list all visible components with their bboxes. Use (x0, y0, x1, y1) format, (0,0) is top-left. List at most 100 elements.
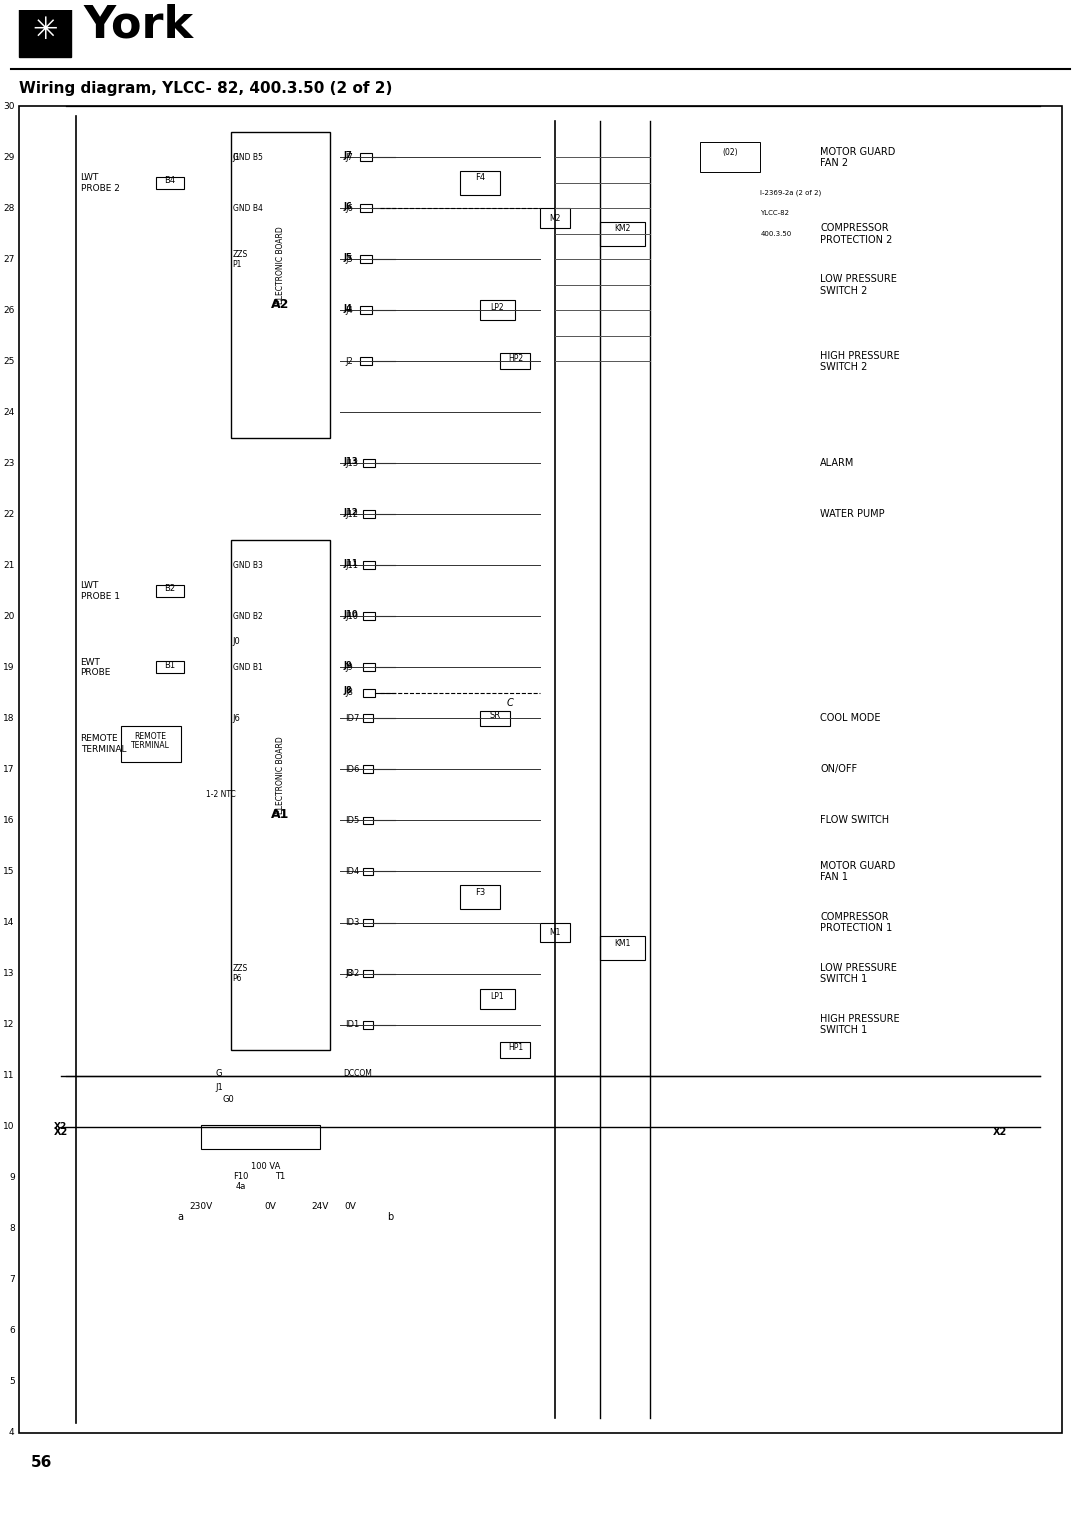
Text: 4: 4 (9, 1428, 15, 1437)
Text: ID3: ID3 (346, 918, 360, 927)
Text: C: C (507, 698, 514, 709)
Text: ID4: ID4 (346, 867, 360, 876)
Text: J7: J7 (346, 153, 353, 162)
Bar (156, 661, 184, 673)
Text: ID7: ID7 (346, 715, 360, 722)
Bar (361, 357, 373, 365)
Text: LWT
PROBE 1: LWT PROBE 1 (81, 582, 120, 600)
Text: 22: 22 (3, 510, 15, 519)
Bar (364, 765, 374, 774)
Text: a: a (177, 1211, 184, 1222)
Text: 0V: 0V (265, 1202, 276, 1211)
Text: 16: 16 (3, 815, 15, 825)
Text: 30: 30 (3, 102, 15, 111)
Bar (600, 221, 645, 246)
Text: ✳: ✳ (32, 17, 57, 46)
Text: 4a: 4a (235, 1182, 245, 1191)
Text: ID6: ID6 (346, 765, 360, 774)
Text: J13: J13 (346, 460, 359, 467)
Bar (500, 1041, 530, 1058)
Text: LP1: LP1 (490, 991, 504, 1000)
Bar (481, 710, 511, 727)
Text: 29: 29 (3, 153, 15, 162)
Text: J0: J0 (232, 637, 240, 646)
Bar (121, 725, 180, 762)
Text: A1: A1 (271, 808, 289, 822)
Text: LP2: LP2 (490, 302, 504, 312)
Bar (18, 5, 70, 56)
Bar (364, 510, 376, 518)
Text: T1: T1 (275, 1173, 285, 1182)
Bar (460, 886, 500, 909)
Text: 11: 11 (3, 1070, 15, 1080)
Text: J2: J2 (346, 357, 353, 366)
Text: GND B4: GND B4 (232, 203, 262, 212)
Text: J7: J7 (343, 151, 352, 160)
Text: J4: J4 (343, 304, 352, 313)
Text: X2: X2 (54, 1127, 68, 1136)
Text: 20: 20 (3, 612, 15, 621)
Bar (361, 205, 373, 212)
Text: ID5: ID5 (346, 815, 360, 825)
Text: 24V: 24V (312, 1202, 329, 1211)
Text: HP1: HP1 (508, 1043, 523, 1052)
Text: ELECTRONIC BOARD: ELECTRONIC BOARD (276, 226, 285, 304)
Bar (481, 989, 515, 1009)
Bar (364, 817, 374, 825)
Text: WATER PUMP: WATER PUMP (820, 510, 885, 519)
Text: 0V: 0V (345, 1202, 356, 1211)
Text: J9: J9 (343, 661, 352, 670)
Text: GND B3: GND B3 (232, 560, 262, 570)
Text: DCCOM: DCCOM (343, 1069, 373, 1078)
Text: ID1: ID1 (346, 1020, 360, 1029)
Text: FLOW SWITCH: FLOW SWITCH (820, 815, 889, 826)
Text: J6: J6 (343, 202, 352, 211)
Text: ALARM: ALARM (820, 458, 854, 469)
Bar (364, 612, 376, 620)
Text: 56: 56 (30, 1455, 52, 1471)
Text: J1: J1 (232, 153, 240, 162)
Text: J6: J6 (346, 203, 353, 212)
Bar (364, 919, 374, 927)
Bar (361, 307, 373, 315)
Text: HP2: HP2 (508, 354, 523, 363)
Text: (02): (02) (723, 148, 738, 157)
Bar (364, 460, 376, 467)
Text: B2: B2 (164, 585, 175, 594)
Bar (481, 301, 515, 321)
Text: J13: J13 (343, 457, 359, 466)
Text: G: G (216, 1069, 222, 1078)
Bar (460, 171, 500, 195)
Text: J1: J1 (216, 1083, 224, 1092)
Text: SR: SR (490, 712, 501, 719)
Text: 13: 13 (3, 970, 15, 977)
Text: J8: J8 (343, 687, 352, 695)
Text: Wiring diagram, YLCC- 82, 400.3.50 (2 of 2): Wiring diagram, YLCC- 82, 400.3.50 (2 of… (18, 81, 392, 96)
Text: LWT
PROBE 2: LWT PROBE 2 (81, 173, 120, 192)
Bar (156, 177, 184, 189)
Text: J12: J12 (343, 508, 359, 518)
Text: TERMINAL: TERMINAL (131, 742, 170, 750)
Text: F3: F3 (475, 887, 486, 896)
Text: X2: X2 (993, 1127, 1008, 1136)
Text: HIGH PRESSURE
SWITCH 1: HIGH PRESSURE SWITCH 1 (820, 1014, 900, 1035)
Text: MOTOR GUARD
FAN 1: MOTOR GUARD FAN 1 (820, 861, 895, 883)
Text: J12: J12 (346, 510, 359, 519)
Text: 25: 25 (3, 357, 15, 366)
Text: J4: J4 (346, 305, 353, 315)
Text: 230V: 230V (189, 1202, 212, 1211)
Text: GND B2: GND B2 (232, 612, 262, 621)
Text: 28: 28 (3, 203, 15, 212)
Text: I-2369-2a (2 of 2): I-2369-2a (2 of 2) (760, 189, 822, 197)
Bar (540, 208, 570, 228)
Bar (700, 142, 760, 173)
Text: HIGH PRESSURE
SWITCH 2: HIGH PRESSURE SWITCH 2 (820, 351, 900, 373)
Text: MOTOR GUARD
FAN 2: MOTOR GUARD FAN 2 (820, 147, 895, 168)
Text: 23: 23 (3, 460, 15, 467)
Text: F4: F4 (475, 174, 485, 182)
Text: X2: X2 (54, 1122, 67, 1132)
Bar (540, 922, 570, 942)
Bar (364, 689, 376, 696)
Text: YLCC-82: YLCC-82 (760, 211, 789, 217)
Text: KM2: KM2 (615, 224, 631, 234)
